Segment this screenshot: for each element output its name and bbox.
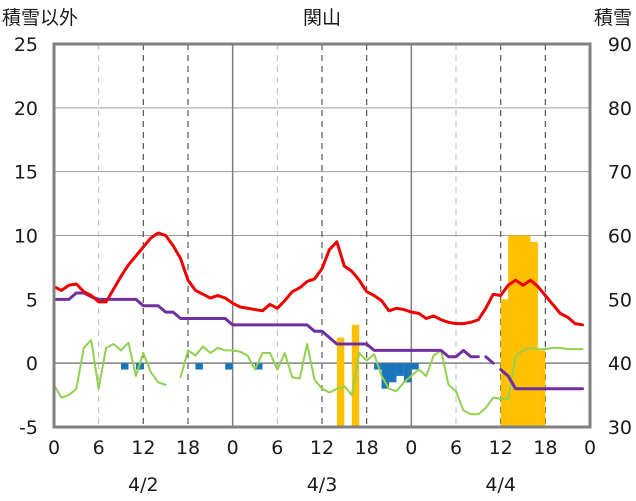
date-label: 4/3: [307, 474, 338, 496]
series-line: [53, 339, 167, 399]
x-tick-label: 6: [271, 437, 283, 459]
bar: [396, 363, 404, 376]
y-tick-left-label: -5: [19, 417, 38, 439]
y-tick-left-label: 20: [14, 98, 38, 120]
bar: [336, 337, 345, 427]
x-tick-label: 18: [176, 437, 200, 459]
y-tick-right-label: 30: [608, 417, 632, 439]
series-line: [52, 291, 480, 359]
bar-series: [121, 235, 546, 427]
left-axis-title: 積雪以外: [2, 7, 78, 29]
plot-frame: [52, 42, 592, 429]
x-tick-label: 6: [450, 437, 462, 459]
y-tick-left-label: 25: [14, 34, 38, 56]
series-line: [179, 343, 584, 416]
line-series: [52, 231, 585, 416]
date-labels: 4/2 4/3 4/4: [128, 474, 516, 496]
bar: [500, 299, 509, 427]
y-tick-right-label: 80: [608, 98, 632, 120]
bar: [515, 235, 523, 427]
series-line: [52, 231, 585, 327]
bar: [530, 241, 538, 427]
y-tick-left-label: 0: [26, 353, 38, 375]
x-tick-label: 18: [355, 437, 379, 459]
y-tick-right-label: 40: [608, 353, 632, 375]
bar: [508, 235, 516, 427]
date-label: 4/4: [485, 474, 516, 496]
plot-border: [52, 42, 592, 429]
bar: [411, 363, 419, 370]
y-tick-right-label: 90: [608, 34, 632, 56]
y-tick-left-label: 5: [26, 289, 38, 311]
bar: [403, 363, 412, 383]
series-line: [484, 355, 495, 365]
right-axis-title: 積雪: [594, 7, 632, 29]
bar: [523, 235, 531, 427]
bar: [225, 363, 233, 370]
series-line: [499, 368, 585, 391]
y-ticks-left: 25 20 15 10 5 0 -5: [14, 34, 38, 439]
bar: [255, 363, 263, 370]
y-tick-left-label: 15: [14, 162, 38, 184]
x-tick-label: 12: [131, 437, 155, 459]
date-label: 4/2: [128, 474, 159, 496]
bar: [121, 363, 129, 370]
y-tick-right-label: 50: [608, 289, 632, 311]
x-tick-label: 6: [93, 437, 105, 459]
y-ticks-right: 90 80 70 60 50 40 30: [608, 34, 632, 439]
bar: [389, 363, 397, 383]
x-tick-label: 0: [227, 437, 239, 459]
chart-title: 関山: [303, 7, 341, 29]
x-ticks: 0 6 12 18 0 6 12 18 0 6 12 18 0: [48, 437, 596, 459]
bar: [195, 363, 203, 370]
bar: [381, 363, 389, 389]
y-tick-left-label: 10: [14, 226, 38, 248]
x-tick-label: 12: [489, 437, 513, 459]
x-tick-label: 0: [584, 437, 596, 459]
x-tick-label: 0: [48, 437, 60, 459]
y-tick-right-label: 70: [608, 162, 632, 184]
x-tick-label: 18: [533, 437, 557, 459]
x-tick-label: 12: [310, 437, 334, 459]
x-tick-label: 0: [405, 437, 417, 459]
y-tick-right-label: 60: [608, 226, 632, 248]
